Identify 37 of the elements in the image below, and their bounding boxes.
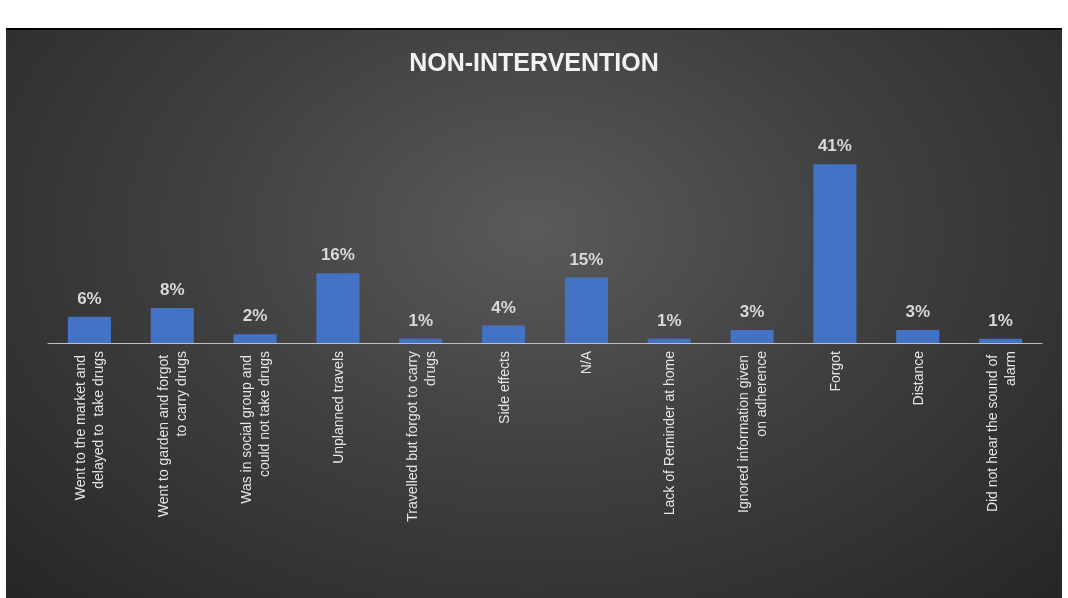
data-label: 2% bbox=[242, 306, 268, 326]
x-tick-label: Did not hear the sound of alarm bbox=[983, 351, 1018, 513]
data-label: 1% bbox=[656, 310, 682, 330]
data-label: 4% bbox=[491, 297, 516, 317]
bar bbox=[896, 329, 940, 343]
data-label: 8% bbox=[159, 280, 185, 300]
x-tick-label: Lack of Reminder at home bbox=[661, 350, 678, 516]
bar bbox=[399, 338, 443, 343]
x-tick-label: Went to garden and forgot to carry drugs bbox=[155, 351, 190, 518]
data-label: 3% bbox=[739, 301, 765, 321]
bar bbox=[564, 277, 608, 343]
data-label: 6% bbox=[77, 288, 102, 308]
x-tick-label: Distance bbox=[909, 350, 926, 406]
bar bbox=[316, 273, 360, 343]
data-label: 16% bbox=[320, 245, 355, 265]
x-tick-label: Unplanned travels bbox=[329, 351, 346, 464]
bar bbox=[233, 334, 277, 343]
data-label: 3% bbox=[905, 301, 931, 321]
data-label: 1% bbox=[988, 310, 1013, 330]
x-tick-label: N/A bbox=[578, 350, 595, 375]
data-label: 1% bbox=[408, 310, 434, 330]
bar bbox=[730, 329, 774, 343]
bar bbox=[979, 338, 1023, 343]
bar bbox=[813, 164, 857, 343]
chart-title: NON-INTERVENTION bbox=[409, 47, 659, 76]
data-label: 15% bbox=[569, 249, 604, 269]
x-tick-label: Side effects bbox=[495, 351, 512, 424]
x-tick-label: Travelled but forgot to carry drugs bbox=[403, 351, 438, 522]
x-tick-label: Forgot bbox=[826, 350, 843, 392]
x-tick-label: Ignored information given on adherence bbox=[735, 350, 770, 513]
bar bbox=[482, 325, 526, 343]
bar bbox=[150, 308, 194, 343]
x-tick-label: Went to the market and delayed to take drugs bbox=[72, 351, 107, 501]
x-tick-label: Was in social group and could not take drugs bbox=[238, 351, 273, 504]
bar bbox=[67, 316, 111, 343]
data-label: 41% bbox=[817, 136, 852, 156]
bar bbox=[647, 338, 691, 343]
